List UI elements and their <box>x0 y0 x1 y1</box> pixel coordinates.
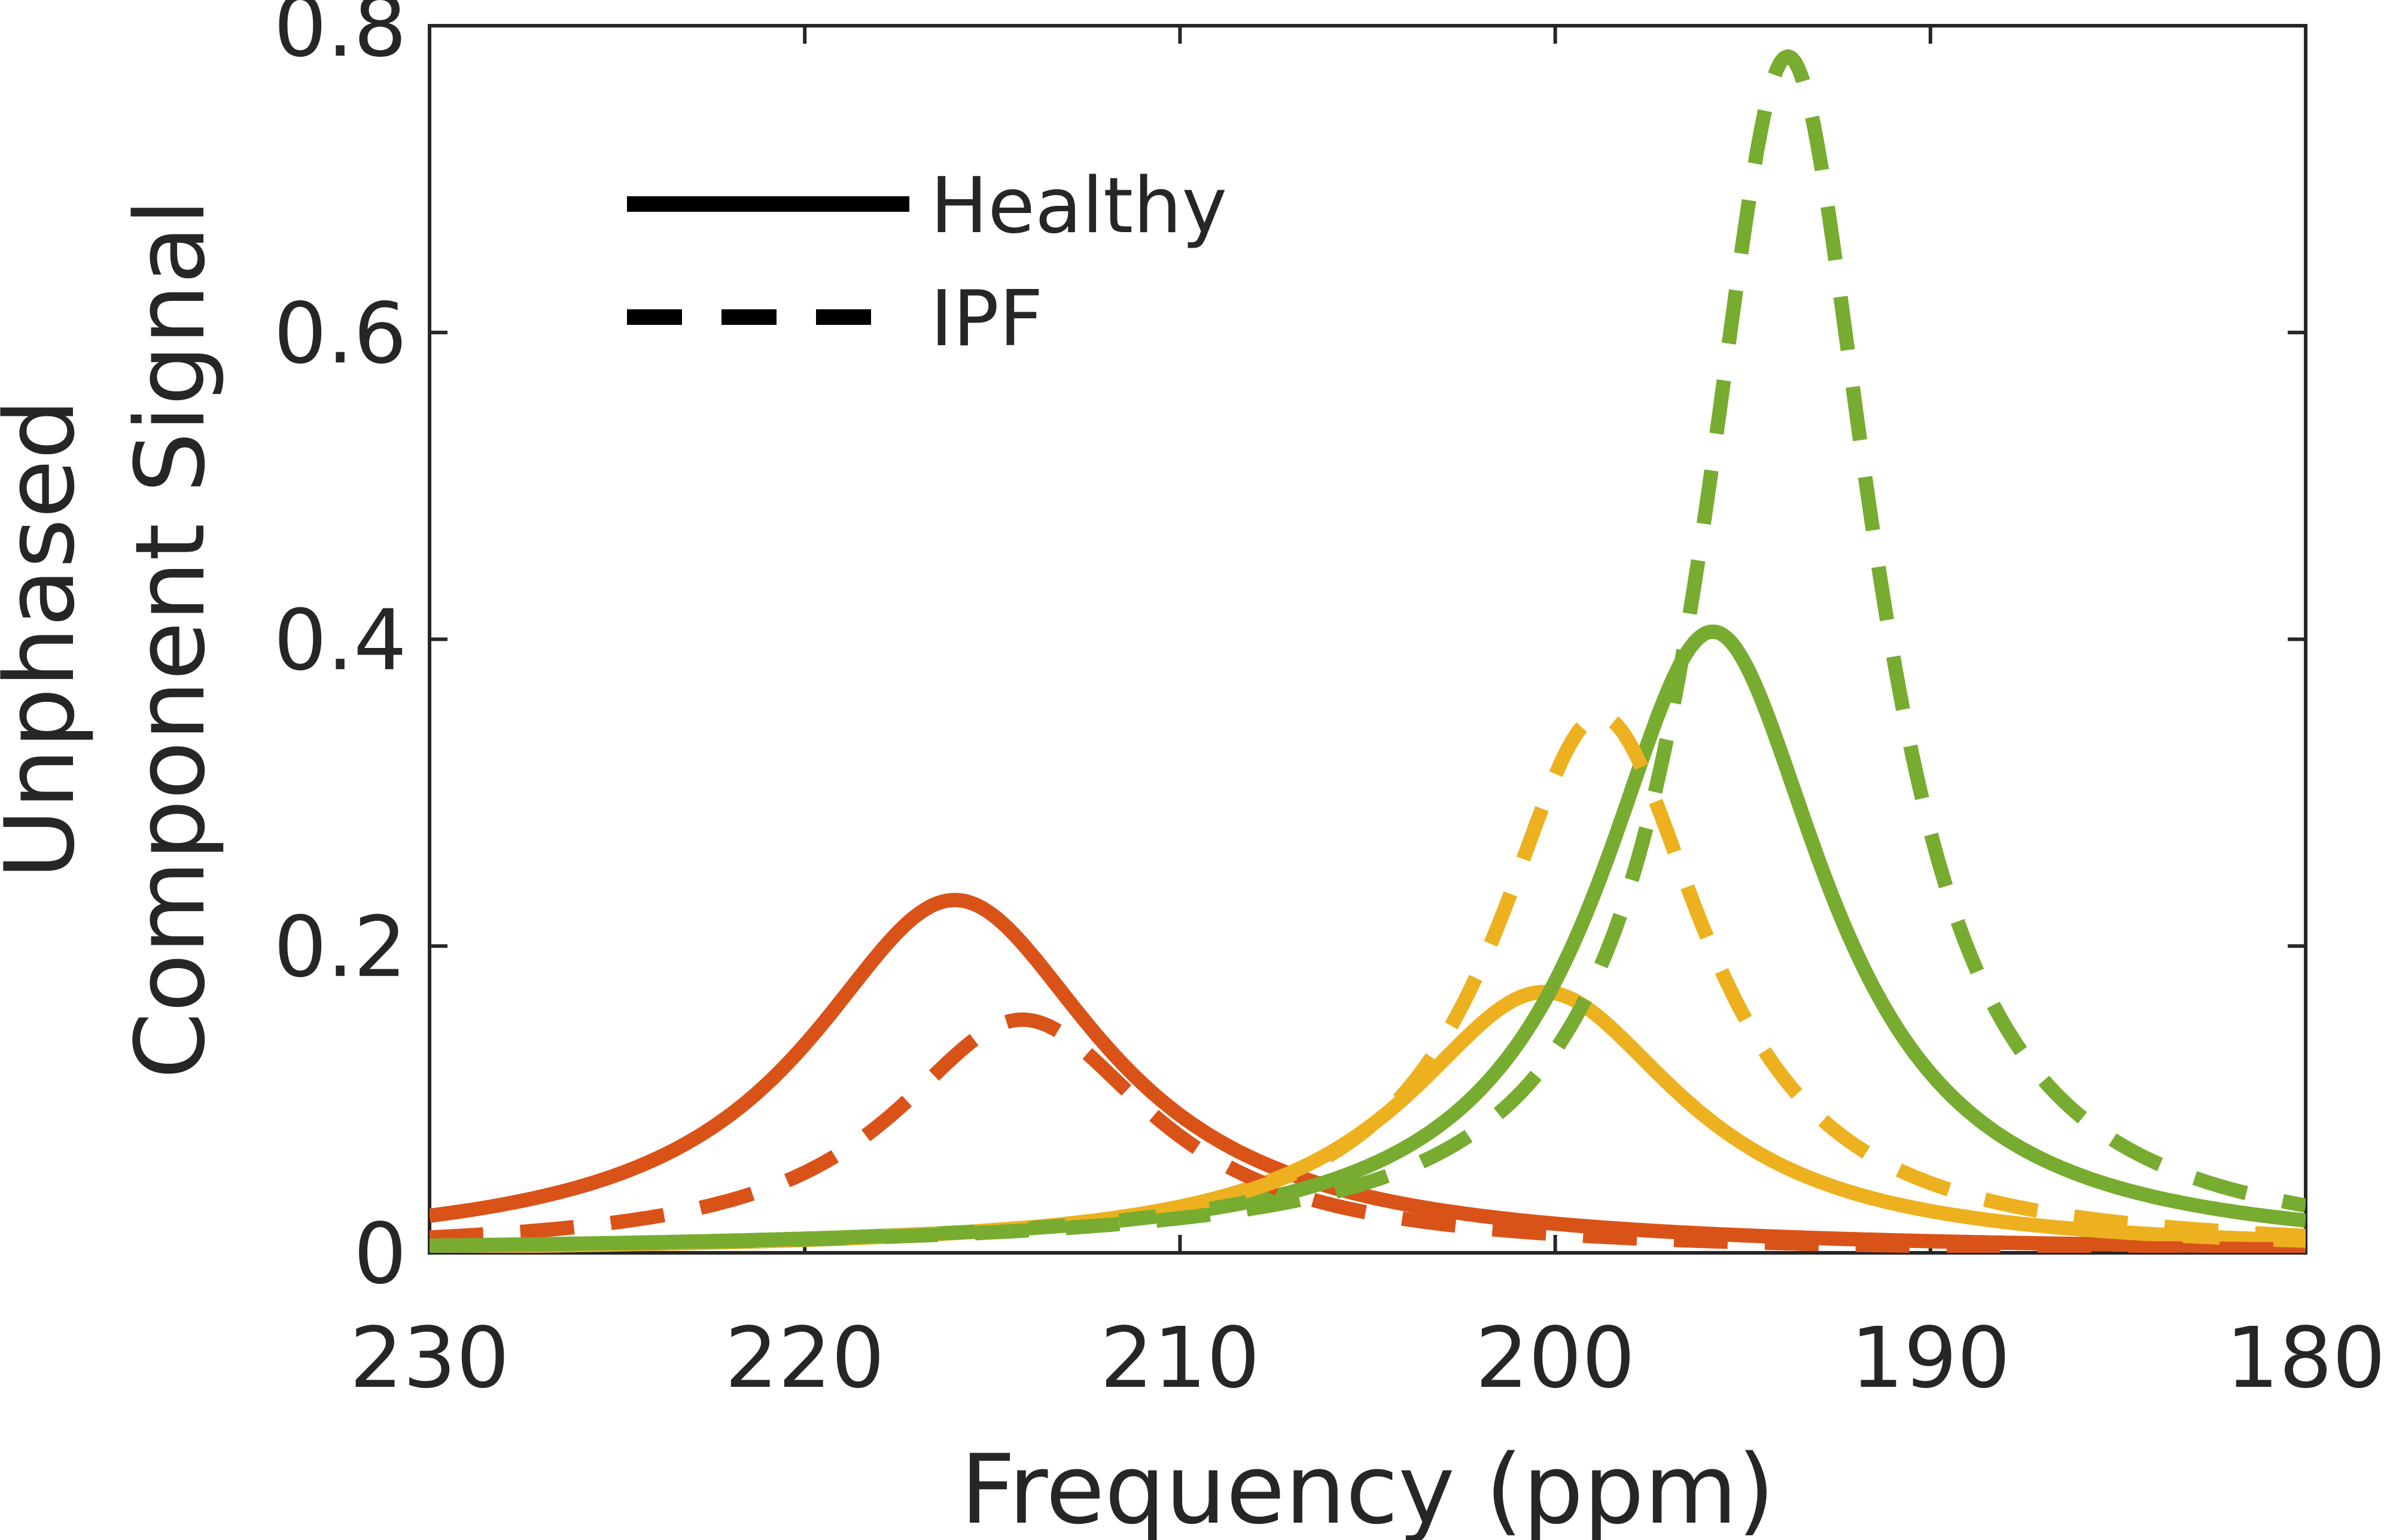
x-tick-label: 210 <box>1100 1310 1260 1407</box>
x-tick-label: 200 <box>1475 1310 1635 1407</box>
y-axis-title-line-1: Unphased <box>0 399 96 879</box>
x-tick-label: 190 <box>1850 1310 2010 1407</box>
y-tick-label: 0.4 <box>273 592 407 690</box>
y-tick-label: 0.2 <box>273 899 407 996</box>
legend-label-healthy: Healthy <box>930 162 1227 251</box>
x-axis: 230 220 210 200 190 180 <box>349 26 2386 1407</box>
y-tick-label: 0 <box>354 1206 407 1303</box>
legend-label-ipf: IPF <box>930 275 1043 364</box>
x-tick-label: 180 <box>2225 1310 2385 1407</box>
series-line-ipf-1 <box>430 1012 2306 1253</box>
plot-area <box>428 24 2307 1255</box>
y-axis: 0 0.2 0.4 0.6 0.8 <box>273 0 2306 1303</box>
series-line-ipf-3 <box>430 49 2306 1253</box>
legend: Healthy IPF <box>627 162 1227 364</box>
x-tick-label: 230 <box>349 1310 509 1407</box>
x-tick-label: 220 <box>725 1310 885 1407</box>
y-tick-label: 0.8 <box>273 0 407 76</box>
y-tick-label: 0.6 <box>273 285 407 383</box>
series-layer <box>430 49 2306 1253</box>
y-axis-title-line-2: Component Signal <box>114 199 226 1079</box>
x-axis-title: Frequency (ppm) <box>960 1434 1774 1540</box>
